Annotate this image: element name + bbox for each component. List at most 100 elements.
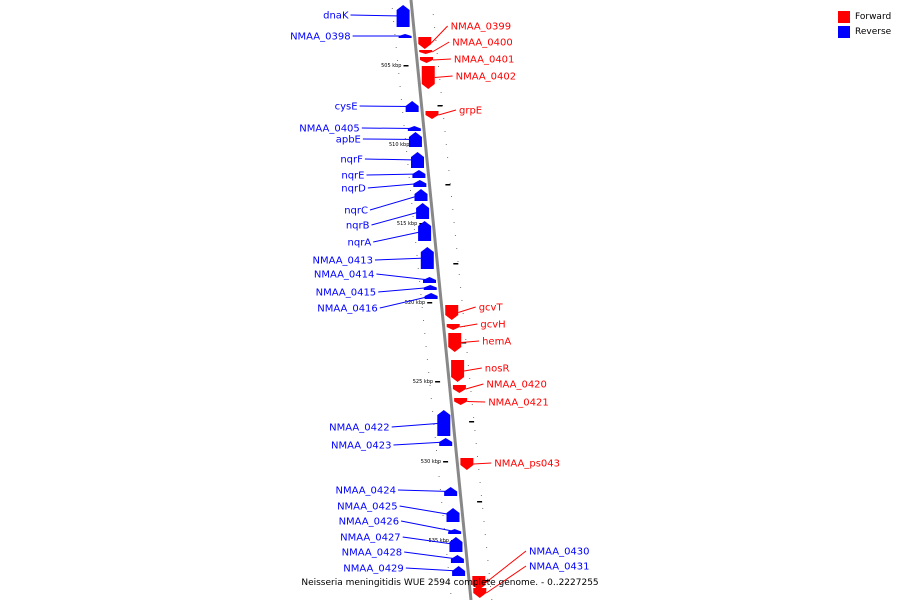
grid-dot bbox=[436, 53, 438, 54]
gene-feature-grpe bbox=[425, 111, 439, 119]
grid-dot bbox=[469, 378, 471, 379]
grid-dot bbox=[484, 534, 486, 535]
label-leaders bbox=[350, 14, 527, 594]
grid-dot bbox=[432, 411, 434, 412]
gene-label-nqrd: nqrD bbox=[341, 184, 366, 195]
gene-feature-nmaa-0400 bbox=[419, 50, 433, 54]
grid-dot bbox=[449, 183, 451, 184]
gene-label-nmaa-0427: NMAA_0427 bbox=[340, 533, 401, 544]
gene-leader-nosr bbox=[464, 367, 482, 372]
grid-dot bbox=[432, 14, 434, 15]
scale-tick bbox=[427, 302, 433, 304]
grid-dot bbox=[447, 157, 449, 158]
grid-dot bbox=[412, 216, 414, 217]
grid-dot bbox=[411, 203, 413, 204]
gene-leader-nmaa-0429 bbox=[405, 567, 459, 572]
gene-label-nmaa-0431: NMAA_0431 bbox=[529, 562, 590, 573]
grid-dot bbox=[397, 60, 398, 61]
gene-label-nqra: nqrA bbox=[348, 238, 372, 249]
grid-dot bbox=[420, 294, 422, 295]
grid-dot bbox=[434, 437, 436, 438]
gene-feature-gcvh bbox=[446, 324, 460, 330]
gene-label-nmaa-0401: NMAA_0401 bbox=[454, 55, 515, 66]
genome-backbone bbox=[409, 0, 473, 600]
grid-dot bbox=[439, 79, 441, 80]
grid-dot bbox=[457, 261, 459, 262]
grid-dot bbox=[490, 586, 491, 587]
legend: Forward Reverse bbox=[838, 9, 898, 39]
grid-dot bbox=[487, 560, 489, 561]
scale-tick-label: 535 kbp bbox=[429, 538, 449, 544]
gene-label-dnak: dnaK bbox=[323, 11, 349, 22]
grid-dot bbox=[456, 248, 458, 249]
gene-feature-nmaa-0402 bbox=[421, 66, 435, 89]
grid-dot bbox=[444, 131, 446, 132]
grid-dot bbox=[462, 313, 464, 314]
grid-dot bbox=[453, 222, 455, 223]
gene-leader-nqrd bbox=[367, 183, 420, 189]
gene-leader-apbe bbox=[362, 138, 416, 140]
gene-leader-nmaa-0402 bbox=[434, 75, 453, 78]
grid-dot bbox=[438, 476, 440, 477]
gene-leader-nmaa-0416 bbox=[379, 295, 432, 309]
gene-leader-nmaa-0413 bbox=[374, 257, 428, 261]
gene-feature-hema bbox=[448, 333, 462, 352]
gene-label-nmaa-0425: NMAA_0425 bbox=[337, 502, 398, 513]
grid-dot bbox=[410, 190, 411, 191]
grid-dot bbox=[460, 287, 462, 288]
grid-dot bbox=[442, 515, 444, 516]
grid-dot bbox=[402, 112, 404, 113]
gene-leader-nmaa-0401 bbox=[432, 58, 451, 61]
gene-leader-nqre bbox=[366, 173, 419, 176]
gene-label-nmaa-0405: NMAA_0405 bbox=[299, 124, 360, 135]
gene-label-nmaa-0413: NMAA_0413 bbox=[312, 256, 373, 267]
grid-dot bbox=[434, 27, 436, 28]
grid-dot bbox=[424, 333, 426, 334]
gene-label-nmaa-0429: NMAA_0429 bbox=[343, 564, 404, 575]
gene-leader-nmaa-0415 bbox=[378, 287, 431, 293]
gene-label-hema: hemA bbox=[482, 337, 511, 348]
gene-label-apbe: apbE bbox=[336, 135, 361, 146]
scale-tick-label: 505 kbp bbox=[381, 63, 401, 69]
grid-dot bbox=[416, 255, 418, 256]
grid-dot bbox=[443, 118, 445, 119]
grid-dot bbox=[435, 40, 437, 41]
gene-leader-nmaa-0405 bbox=[361, 127, 415, 129]
gene-leader-nmaa-ps043 bbox=[473, 462, 492, 465]
grid-dot bbox=[406, 151, 408, 152]
gene-leader-nqrf bbox=[364, 158, 418, 161]
gene-leader-nmaa-0430 bbox=[484, 550, 527, 584]
gene-leader-grpe bbox=[438, 109, 457, 116]
gene-label-nmaa-0422: NMAA_0422 bbox=[329, 423, 390, 434]
grid-dot bbox=[407, 164, 409, 165]
gene-leader-nmaa-0414 bbox=[376, 273, 430, 281]
grid-dot bbox=[408, 177, 410, 178]
scale-minor-tick bbox=[477, 501, 483, 503]
grid-dot bbox=[467, 365, 469, 366]
grid-dot bbox=[404, 138, 406, 139]
grid-dot bbox=[394, 34, 396, 35]
gene-label-nmaa-0430: NMAA_0430 bbox=[529, 547, 590, 558]
gene-label-nmaa-0420: NMAA_0420 bbox=[486, 380, 547, 391]
scale-minor-tick bbox=[469, 421, 475, 423]
grid-dot bbox=[470, 391, 472, 392]
gene-leader-nmaa-0426 bbox=[401, 520, 455, 532]
grid-dot bbox=[436, 450, 437, 451]
gene-label-nqrf: nqrF bbox=[340, 155, 363, 166]
grid-dot bbox=[399, 86, 401, 87]
grid-dot bbox=[475, 443, 477, 444]
gene-leader-dnak bbox=[350, 14, 404, 17]
gene-label-grpe: grpE bbox=[459, 106, 482, 117]
scale-tick-label: 520 kbp bbox=[405, 300, 425, 306]
legend-forward: Forward bbox=[838, 9, 898, 24]
legend-reverse: Reverse bbox=[838, 24, 898, 39]
grid-dot bbox=[441, 502, 443, 503]
gene-label-nmaa-0416: NMAA_0416 bbox=[317, 304, 378, 315]
gene-label-nmaa-0415: NMAA_0415 bbox=[316, 288, 377, 299]
grid-dot bbox=[445, 541, 447, 542]
gene-feature-nmaa-0399 bbox=[418, 37, 432, 49]
gene-leader-nmaa-0422 bbox=[391, 422, 444, 428]
grid-dot bbox=[398, 73, 400, 74]
grid-dot bbox=[451, 196, 452, 197]
grid-dot bbox=[438, 66, 439, 67]
